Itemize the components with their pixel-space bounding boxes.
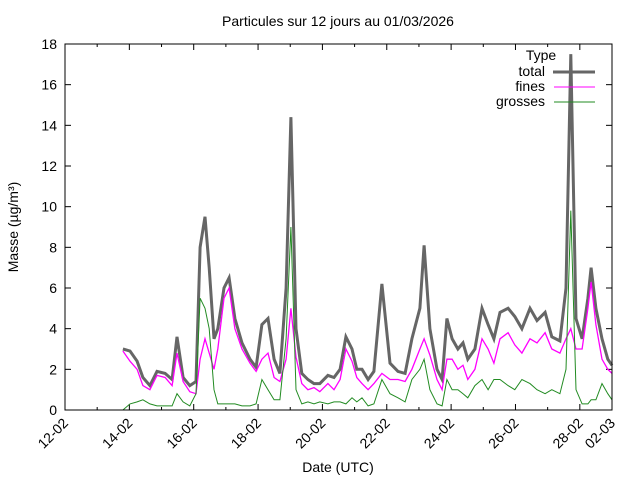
x-axis-label: Date (UTC) [302,459,374,475]
x-tick-label: 16-02 [163,415,200,452]
plot-border [64,43,613,411]
series-line-total [122,54,614,389]
legend: Type total fines grosses [496,47,595,109]
axis-ticks [64,43,613,411]
legend-label-grosses: grosses [496,93,545,109]
x-tick-label: 12-02 [34,415,71,452]
y-tick-label: 18 [41,36,57,52]
y-tick-label: 14 [41,117,57,133]
x-tick-labels: 12-02 14-02 16-02 18-02 20-02 22-02 24-02 26-02… [34,415,618,452]
x-tick-label: 22-02 [356,415,393,452]
y-tick-label: 6 [49,280,57,296]
legend-title: Type [526,47,557,63]
x-tick-label: 24-02 [421,415,458,452]
series-layer [122,54,614,411]
y-tick-label: 8 [49,239,57,255]
x-tick-label: 20-02 [292,415,329,452]
y-tick-label: 10 [41,199,57,215]
y-tick-label: 4 [49,321,57,337]
y-tick-label: 2 [49,361,57,377]
series-line-grosses [122,210,613,411]
chart-title: Particules sur 12 jours au 01/03/2026 [222,13,454,29]
y-tick-label: 16 [41,77,57,93]
x-tick-label: 14-02 [99,415,136,452]
legend-label-total: total [519,63,545,79]
y-tick-label: 0 [49,402,57,418]
y-tick-label: 12 [41,158,57,174]
x-tick-label: 02-03 [581,415,618,452]
series-line-fines [122,281,613,395]
legend-label-fines: fines [515,78,545,94]
x-tick-label: 18-02 [228,415,265,452]
x-tick-label: 28-02 [549,415,586,452]
x-tick-label: 26-02 [485,415,522,452]
y-tick-labels: 0 2 4 6 8 10 12 14 16 18 [41,36,57,418]
y-axis-label: Masse (µg/m³) [5,182,21,273]
